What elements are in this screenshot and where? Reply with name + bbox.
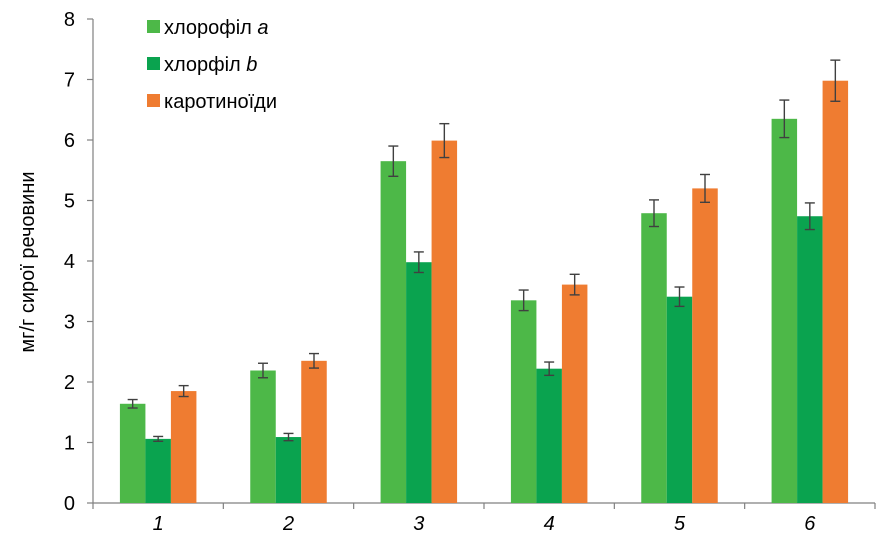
bar — [822, 80, 849, 504]
bar — [170, 391, 197, 503]
legend-item: хлорофіл a — [147, 17, 269, 39]
error-bars — [127, 59, 841, 442]
error-bar — [544, 361, 555, 377]
error-bar — [178, 384, 189, 398]
x-tick-label: 5 — [674, 513, 686, 535]
error-bar — [413, 251, 424, 274]
x-tick-label: 6 — [804, 513, 816, 535]
legend-item: каротиноїди — [147, 91, 277, 113]
bar — [771, 118, 798, 503]
bar — [510, 300, 537, 503]
y-tick-label: 6 — [64, 130, 75, 152]
x-tick-label: 1 — [153, 513, 164, 535]
bar — [561, 284, 588, 503]
error-bar — [700, 173, 710, 204]
error-bar — [309, 352, 319, 369]
legend-label: хлорофіл a — [164, 17, 269, 39]
bar — [797, 216, 823, 504]
error-bar — [649, 199, 659, 228]
error-bar — [674, 286, 685, 308]
bars — [119, 80, 849, 504]
y-tick-label: 8 — [64, 9, 75, 31]
error-bar — [830, 59, 841, 102]
y-tick-label: 0 — [64, 493, 75, 515]
error-bar — [283, 432, 294, 442]
error-bar — [388, 145, 399, 178]
bar — [692, 188, 718, 503]
error-bar — [153, 435, 164, 442]
bar — [536, 368, 562, 503]
error-bar — [127, 398, 138, 409]
legend-label: каротиноїди — [164, 91, 277, 113]
bar — [406, 262, 432, 503]
legend-swatch — [147, 94, 160, 107]
x-tick-label: 2 — [282, 513, 294, 535]
error-bar — [779, 99, 790, 139]
bar — [145, 438, 171, 503]
bar — [431, 140, 458, 504]
bar — [275, 437, 302, 503]
x-tick-label: 4 — [544, 513, 555, 535]
y-tick-label: 4 — [64, 251, 75, 273]
bar — [641, 213, 667, 503]
error-bar — [258, 362, 268, 379]
bar — [301, 360, 327, 503]
y-tick-label: 5 — [64, 191, 75, 213]
bar — [250, 370, 276, 503]
error-bar — [439, 122, 450, 159]
x-axis: 1 2 3 4 5 6 — [92, 502, 876, 535]
y-tick-label: 3 — [64, 312, 75, 334]
legend: хлорофіл a хлорфіл b каротиноїди — [147, 17, 277, 113]
y-axis: 0 1 2 3 4 5 6 7 8 — [64, 9, 94, 515]
legend-item: хлорфіл b — [147, 54, 257, 76]
error-bar — [569, 273, 580, 296]
error-bar — [804, 202, 815, 231]
legend-swatch — [147, 57, 160, 70]
y-tick-label: 1 — [64, 433, 75, 455]
bar — [380, 161, 407, 504]
y-tick-label: 2 — [64, 372, 75, 394]
legend-swatch — [147, 20, 160, 33]
legend-label: хлорфіл b — [164, 54, 257, 76]
y-axis-label: мг/г сирої речовини — [17, 171, 39, 352]
bar — [666, 296, 693, 503]
x-tick-label: 3 — [413, 513, 424, 535]
bar — [119, 403, 146, 503]
y-tick-label: 7 — [64, 70, 75, 92]
error-bar — [518, 289, 529, 312]
